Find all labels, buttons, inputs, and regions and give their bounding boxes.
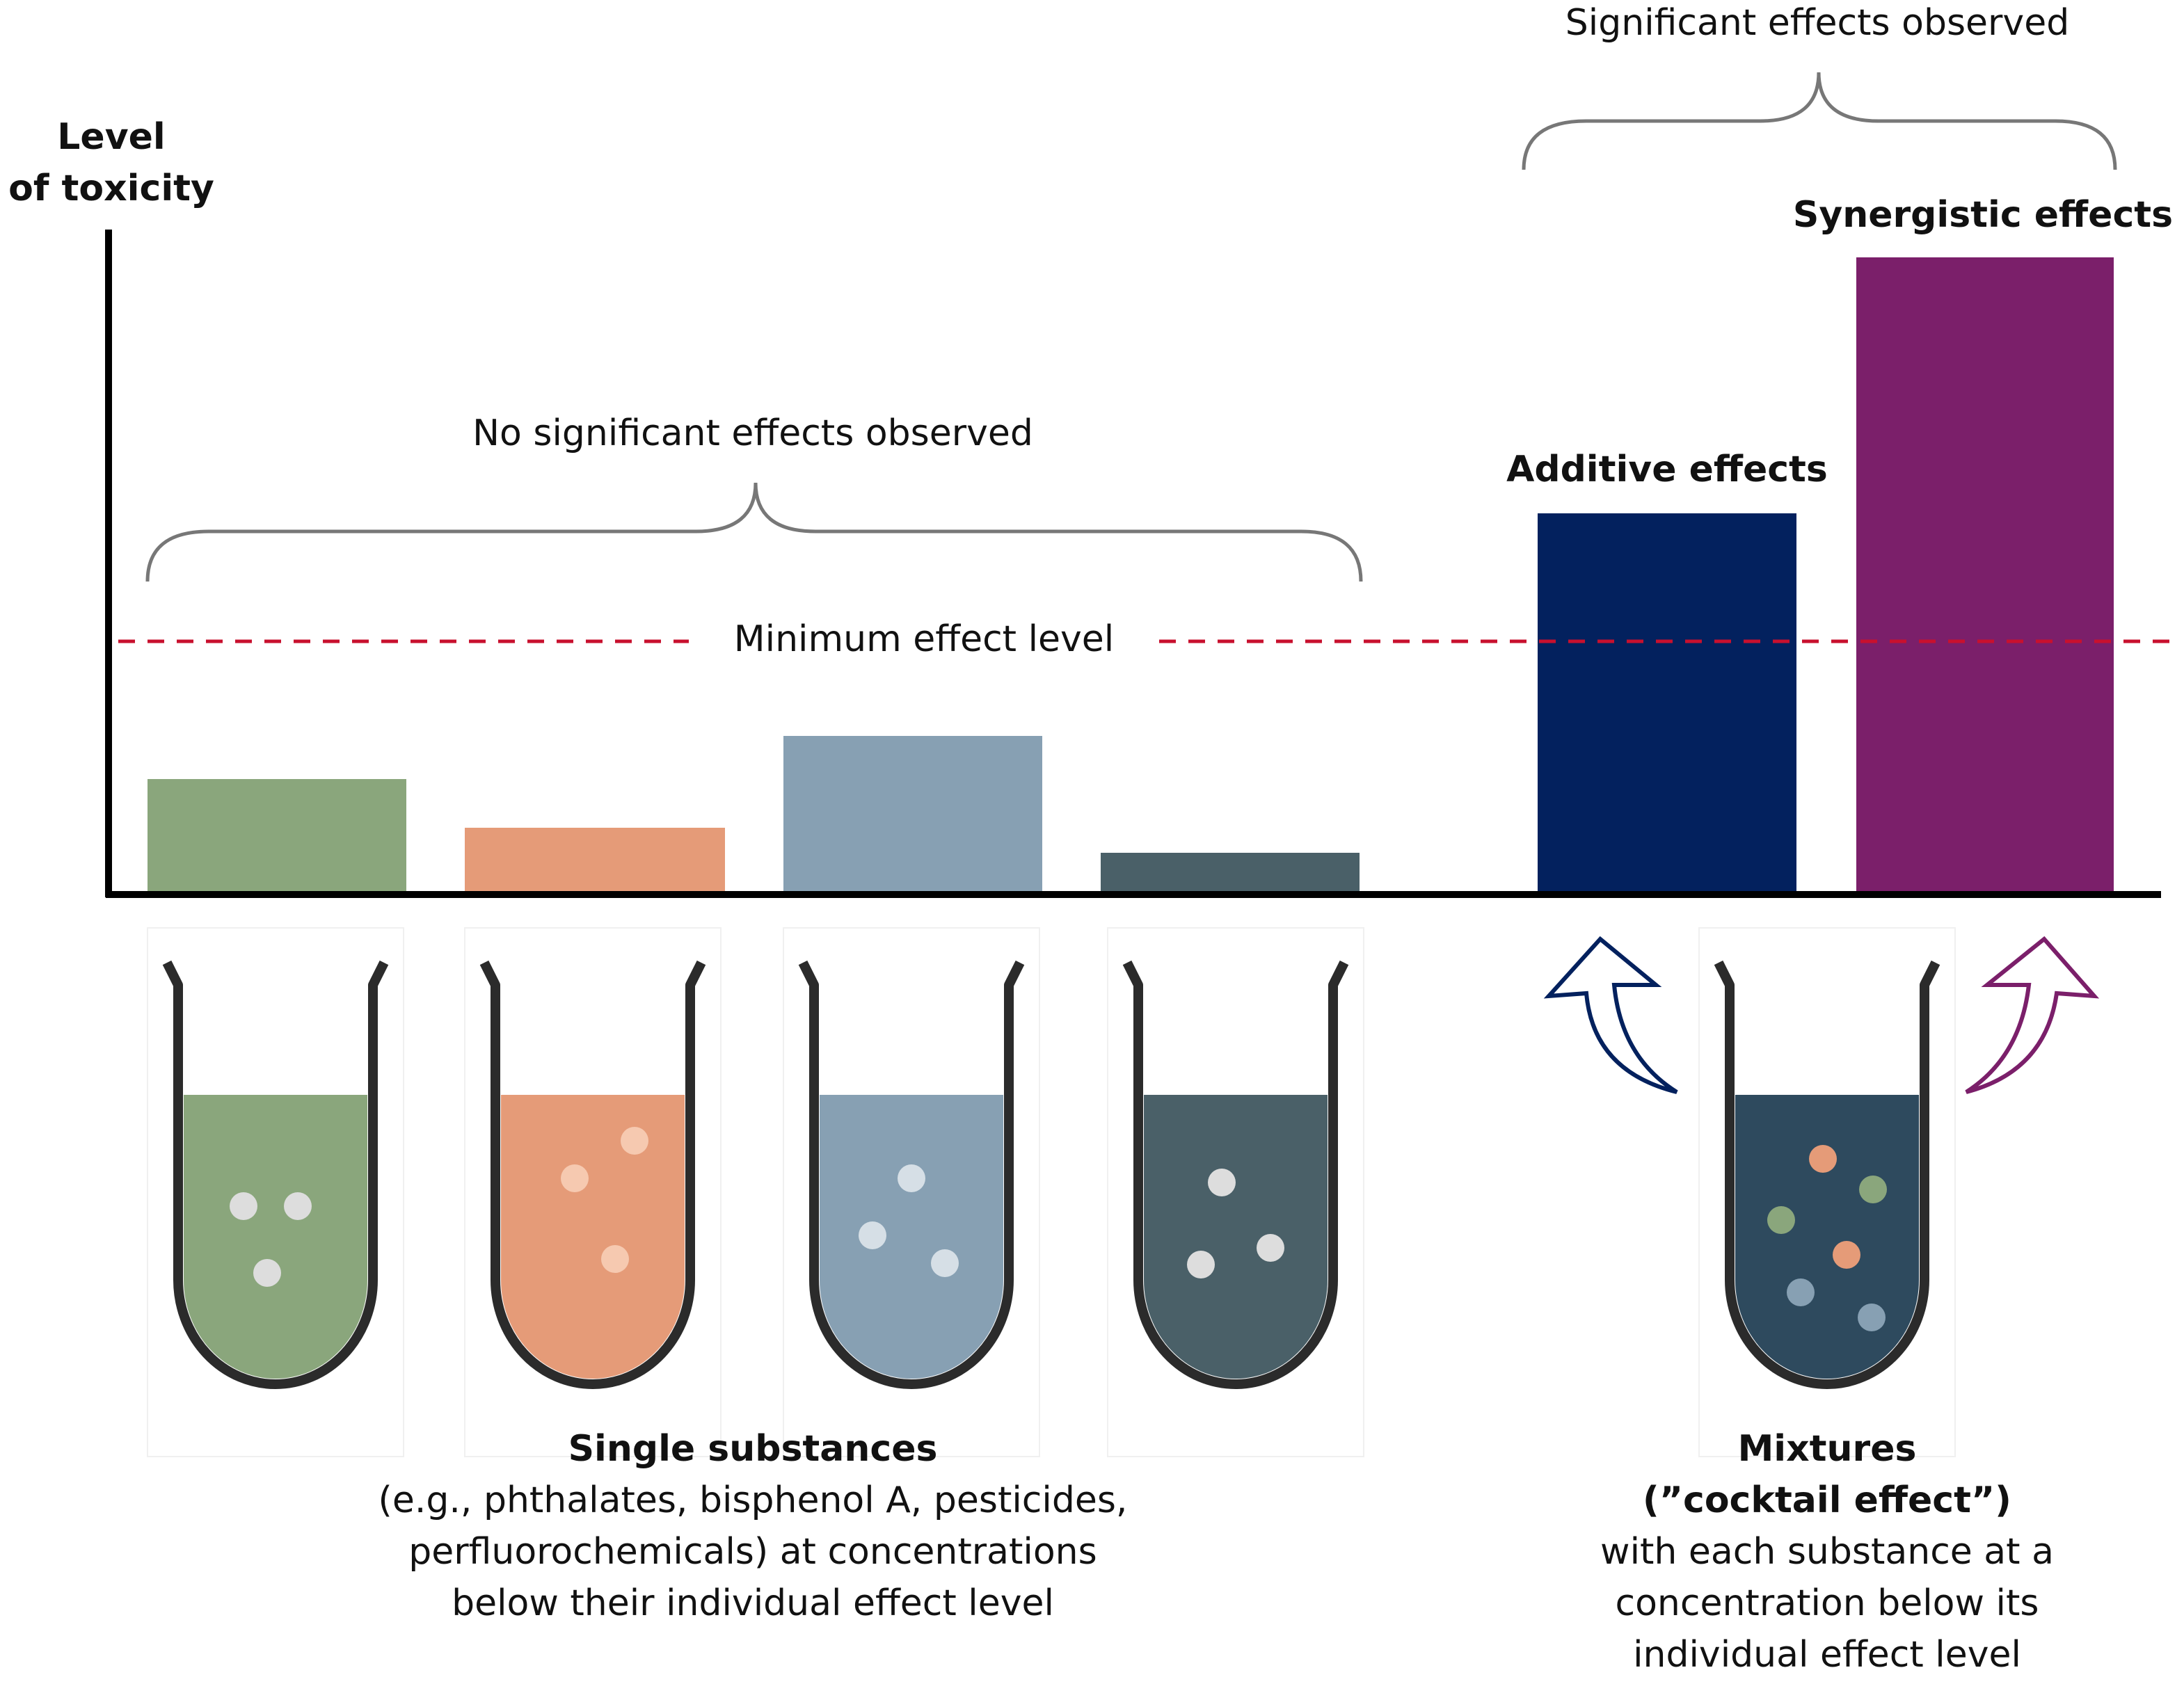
particle <box>621 1127 648 1155</box>
particle <box>1767 1206 1795 1234</box>
particle <box>284 1192 312 1220</box>
caption-line: below their individual effect level <box>452 1582 1054 1624</box>
test-tube <box>798 960 1025 1389</box>
caption-line: individual effect level <box>1633 1634 2021 1676</box>
test-tube <box>162 960 389 1389</box>
caption-subtitle: (”cocktail effect”) <box>1643 1479 2011 1521</box>
threshold-label: Minimum effect level <box>734 618 1114 660</box>
bar-label: Synergistic effects <box>1793 194 2173 236</box>
particle <box>859 1221 886 1249</box>
particle <box>1858 1304 1886 1331</box>
particle <box>253 1259 281 1287</box>
particle <box>230 1192 257 1220</box>
particle <box>898 1164 925 1192</box>
bar <box>783 736 1042 895</box>
bar <box>1538 513 1796 895</box>
caption-line: concentration below its <box>1616 1582 2039 1624</box>
tube-frame <box>464 927 722 1457</box>
particle <box>1787 1278 1815 1306</box>
caption-title: Mixtures <box>1738 1428 1917 1470</box>
particle <box>561 1164 589 1192</box>
tube-frame <box>1698 927 1956 1457</box>
caption-line: with each substance at a <box>1600 1531 2054 1573</box>
axis-label: Level <box>57 116 165 158</box>
brace <box>1522 72 2117 170</box>
brace <box>145 482 1363 582</box>
tube-liquid <box>820 1095 1003 1379</box>
bar <box>1856 257 2114 895</box>
particle <box>1833 1241 1860 1269</box>
brace-label: No significant effects observed <box>472 412 1033 454</box>
tube-liquid <box>184 1095 367 1379</box>
bar <box>148 779 406 895</box>
tube-frame <box>1107 927 1364 1457</box>
bar <box>1101 853 1360 895</box>
arrow <box>1543 936 1678 1094</box>
test-tube <box>479 960 706 1389</box>
tube-liquid <box>1735 1095 1919 1379</box>
axis-label: of toxicity <box>8 168 214 209</box>
test-tube <box>1714 960 1940 1389</box>
tube-frame <box>147 927 404 1457</box>
caption-line: (e.g., phthalates, bisphenol A, pesticid… <box>378 1479 1128 1521</box>
particle <box>1859 1176 1887 1203</box>
test-tube <box>1122 960 1349 1389</box>
caption-line: perfluorochemicals) at concentrations <box>408 1531 1097 1573</box>
arrow <box>1965 936 2100 1094</box>
particle <box>1809 1145 1837 1173</box>
particle <box>601 1245 629 1273</box>
particle <box>1187 1251 1215 1278</box>
tube-frame <box>783 927 1040 1457</box>
tube-liquid <box>501 1095 685 1379</box>
caption-title: Single substances <box>568 1428 938 1470</box>
particle <box>931 1249 959 1277</box>
particle <box>1208 1169 1236 1196</box>
bar <box>465 828 725 895</box>
bar-label: Additive effects <box>1506 449 1828 490</box>
brace-label: Significant effects observed <box>1565 2 2069 44</box>
tube-liquid <box>1144 1095 1328 1379</box>
particle <box>1257 1234 1284 1262</box>
